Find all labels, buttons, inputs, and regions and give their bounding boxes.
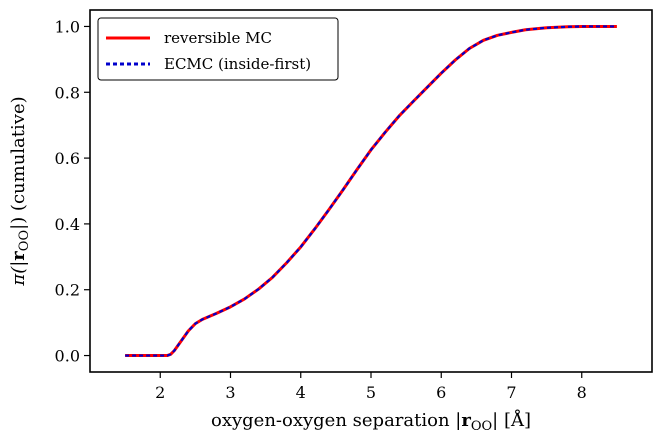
x-tick-label: 5 [366,383,376,402]
x-axis-label-tail: | [Å] [492,409,531,431]
y-axis-label-pre: π(| [8,261,29,287]
x-tick-label: 2 [155,383,165,402]
x-axis-label-bold: r [461,410,471,431]
y-tick-label: 0.6 [55,149,80,168]
y-tick-label: 0.2 [55,281,80,300]
y-tick-label: 1.0 [55,17,80,36]
x-tick-label: 8 [577,383,587,402]
x-tick-label: 7 [506,383,516,402]
x-axis-label: oxygen-oxygen separation |rOO| [Å] [211,409,531,434]
legend-box [97,17,339,81]
y-axis-label: π(|rOO|) (cumulative) [8,96,32,286]
y-axis-label-sub: OO [17,230,32,251]
y-tick-label: 0.4 [55,215,80,234]
y-tick-label: 0.8 [55,83,80,102]
legend: reversible MC ECMC (inside-first) [97,17,339,81]
series-layer [125,24,617,358]
x-axis: 2 3 4 5 6 7 8 [155,372,587,402]
y-axis: 0.0 0.2 0.4 0.6 0.8 1.0 [55,17,90,366]
x-tick-label: 6 [436,383,446,402]
x-axis-label-sub: OO [471,419,492,434]
x-tick-label: 3 [225,383,235,402]
legend-label-ecmc: ECMC (inside-first) [164,55,311,73]
y-axis-label-bold: r [8,251,29,261]
legend-label-reversible-mc: reversible MC [164,29,272,47]
x-axis-label-main: oxygen-oxygen separation | [211,410,461,431]
x-tick-label: 4 [296,383,306,402]
y-tick-label: 0.0 [55,347,80,366]
y-axis-label-post: |) (cumulative) [8,96,29,230]
series-line-ecmc [125,25,617,357]
